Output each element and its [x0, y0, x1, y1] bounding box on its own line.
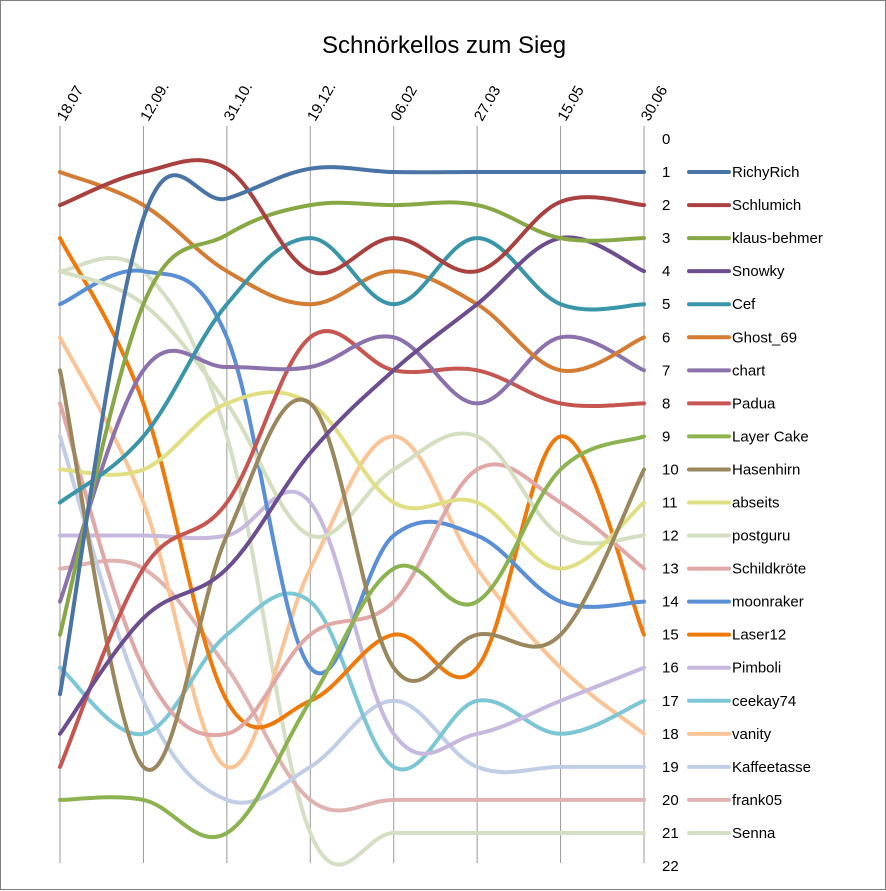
series-line-ghost-69	[58, 170, 646, 373]
chart-title: Schnörkellos zum Sieg	[322, 32, 566, 59]
legend-label: Schildkröte	[732, 561, 806, 578]
legend-label: Snowky	[732, 263, 785, 280]
legend-label: Hasenhirn	[732, 461, 800, 478]
legend-label: klaus-behmer	[732, 230, 823, 247]
y-tick-label: 4	[662, 263, 670, 280]
y-tick-label: 18	[662, 726, 679, 743]
y-tick-label: 7	[662, 362, 670, 379]
y-tick-label: 1	[662, 164, 670, 181]
x-tick-label: 06.02	[387, 83, 420, 124]
legend-label: Kaffeetasse	[732, 759, 811, 776]
y-tick-label: 2	[662, 197, 670, 214]
series-line-klaus-behmer	[58, 200, 646, 637]
vertical-gridlines	[59, 126, 645, 863]
y-tick-label: 20	[662, 792, 679, 809]
y-tick-label: 8	[662, 395, 670, 412]
legend: RichyRich Schlumich klaus-behmer Snowky Cef G…	[687, 164, 823, 842]
legend-label: moonraker	[732, 594, 804, 611]
series-line-richyrich	[58, 165, 646, 697]
x-tick-label: 27.03	[471, 83, 504, 124]
y-tick-label: 22	[662, 858, 679, 875]
series-line-padua	[58, 329, 646, 769]
series-line-hasenhirn	[58, 368, 646, 772]
y-tick-label: 16	[662, 660, 679, 677]
series-line-cef	[58, 236, 646, 505]
y-tick-label: 21	[662, 825, 679, 842]
legend-label: Layer Cake	[732, 428, 809, 445]
legend-label: Ghost_69	[732, 329, 797, 346]
series-line-schildkr-te	[58, 401, 646, 738]
x-tick-label: 19.12.	[304, 79, 340, 124]
y-tick-label: 17	[662, 693, 679, 710]
legend-label: Senna	[732, 825, 776, 842]
series-line-abseits	[58, 390, 646, 571]
x-tick-label: 31.10.	[221, 79, 257, 124]
legend-label: Padua	[732, 395, 776, 412]
series-line-senna	[58, 256, 646, 867]
series-line-kaffeetasse	[58, 434, 646, 805]
series-line-vanity	[58, 335, 646, 770]
y-tick-label: 14	[662, 594, 679, 611]
x-tick-label: 18.07	[54, 83, 87, 124]
series-line-snowky	[58, 235, 646, 736]
legend-label: Schlumich	[732, 197, 801, 214]
y-tick-label: 6	[662, 329, 670, 346]
y-tick-label: 9	[662, 428, 670, 445]
y-tick-label: 19	[662, 759, 679, 776]
legend-label: Cef	[732, 296, 756, 313]
x-tick-label: 12.09.	[137, 79, 173, 124]
series-line-ceekay74	[58, 591, 646, 772]
y-tick-label: 0	[662, 131, 670, 148]
legend-label: frank05	[732, 792, 782, 809]
series-line-schlumich	[58, 158, 646, 276]
legend-label: abseits	[732, 495, 780, 512]
series-line-frank05	[58, 558, 646, 813]
y-tick-label: 13	[662, 561, 679, 578]
series-line-pimboli	[58, 489, 646, 756]
x-axis-ticks: 18.07 12.09. 31.10. 19.12. 06.02 27.03 15.05 30…	[54, 79, 671, 124]
series-line-laser12	[58, 236, 646, 730]
series-line-layer-cake	[58, 434, 646, 840]
legend-label: vanity	[732, 726, 772, 743]
legend-label: Pimboli	[732, 660, 781, 677]
x-tick-label: 15.05	[554, 83, 587, 124]
legend-label: ceekay74	[732, 693, 796, 710]
series-line-postguru	[58, 269, 646, 546]
y-tick-label: 3	[662, 230, 670, 247]
legend-label: RichyRich	[732, 164, 800, 181]
legend-label: Laser12	[732, 627, 786, 644]
series-lines	[58, 158, 646, 867]
x-tick-label: 30.06	[638, 83, 671, 124]
y-tick-label: 11	[662, 495, 678, 512]
legend-label: chart	[732, 362, 766, 379]
legend-label: postguru	[732, 528, 790, 545]
y-tick-label: 15	[662, 627, 679, 644]
y-tick-label: 12	[662, 528, 679, 545]
series-line-chart	[58, 334, 646, 604]
y-tick-label: 10	[662, 461, 679, 478]
y-tick-label: 5	[662, 296, 670, 313]
